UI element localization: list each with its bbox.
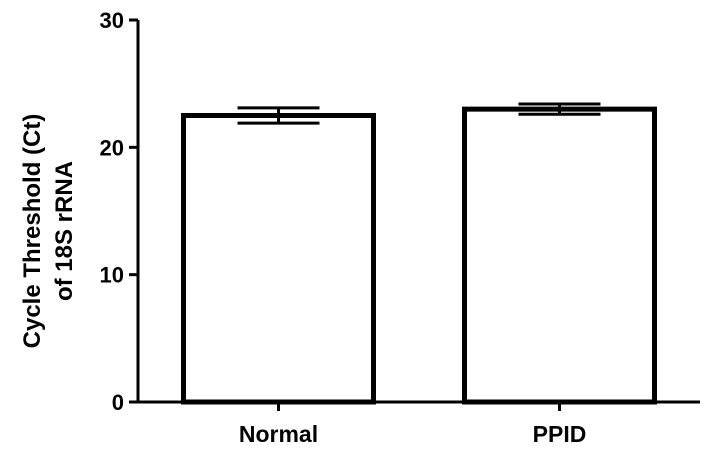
x-tick-label: PPID (533, 421, 587, 447)
bar (181, 113, 376, 405)
y-tick-label: 10 (100, 263, 124, 288)
x-axis: Normal PPID (138, 400, 700, 447)
y-axis-title: Cycle Threshold (Ct) of 18S rRNA (19, 114, 78, 349)
y-tick-label: 20 (100, 135, 124, 160)
y-axis-title-line-1: Cycle Threshold (Ct) (19, 114, 46, 349)
bar (462, 106, 657, 405)
y-tick-label: 30 (100, 8, 124, 33)
bars (181, 102, 657, 405)
y-axis: 0 10 20 30 (100, 8, 140, 415)
y-axis-title-line-2: of 18S rRNA (51, 161, 78, 301)
x-tick-label: Normal (239, 421, 318, 447)
y-tick-label: 0 (112, 390, 124, 415)
